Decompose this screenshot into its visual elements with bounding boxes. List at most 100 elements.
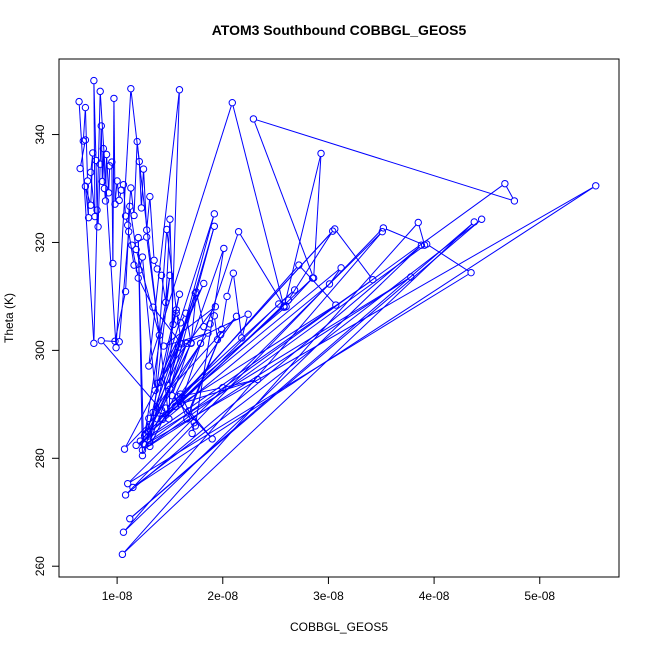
series-segment [227, 276, 233, 294]
data-point [149, 303, 157, 311]
data-point [210, 222, 219, 230]
data-point [119, 528, 128, 536]
series-segment [214, 319, 218, 337]
series-segment [135, 220, 480, 486]
data-point [75, 97, 83, 106]
series-segment [125, 247, 420, 531]
series-segment [300, 267, 334, 303]
data-point [109, 259, 117, 268]
data-point [414, 218, 422, 227]
series-segment [196, 295, 204, 324]
series-segment [83, 111, 86, 138]
data-point [134, 274, 142, 282]
data-point [369, 275, 377, 284]
data-point [175, 86, 184, 94]
series-segment [93, 84, 97, 157]
data-point [79, 137, 88, 145]
series-segment [386, 228, 422, 245]
data-point [204, 329, 212, 337]
data-point [163, 225, 171, 234]
data-point [86, 168, 95, 177]
data-point [159, 342, 168, 350]
series-segment [183, 380, 255, 404]
series-segment [115, 294, 126, 338]
data-point [407, 273, 415, 281]
x-tick-label: 1e-08 [102, 589, 133, 603]
data-point [150, 256, 158, 264]
series-segment [176, 313, 182, 341]
series-segment [161, 217, 214, 380]
series-segment [104, 340, 116, 343]
data-point [151, 386, 159, 395]
series-segment [133, 145, 138, 213]
series-segment [108, 169, 111, 190]
series-segment [179, 399, 187, 416]
series-segment [211, 318, 214, 322]
data-point [164, 381, 172, 390]
series-segment [126, 412, 160, 447]
data-point [378, 227, 387, 236]
data-point [132, 441, 140, 450]
series-segment [181, 315, 246, 347]
data-point [422, 240, 431, 248]
series-segment [154, 346, 186, 410]
data-point [138, 253, 147, 261]
data-point [134, 233, 142, 242]
data-point [228, 99, 236, 107]
x-axis: 1e-08 2e-08 3e-08 4e-08 5e-08 [102, 576, 555, 603]
data-point [102, 150, 111, 159]
data-point [477, 215, 486, 223]
series-segment [132, 223, 472, 517]
data-point [96, 87, 104, 96]
y-axis: 260 280 300 320 340 [33, 124, 60, 576]
data-point [162, 404, 170, 412]
y-tick-label: 260 [33, 556, 47, 576]
data-point [81, 182, 90, 191]
data-point [219, 383, 227, 392]
series-segment [125, 219, 128, 222]
data-point [379, 224, 388, 232]
data-point [90, 339, 98, 348]
data-point [146, 442, 154, 451]
data-point [592, 182, 600, 190]
x-tick-label: 2e-08 [207, 589, 238, 603]
series-segment [164, 267, 297, 418]
series-segment [218, 332, 221, 337]
data-point [106, 162, 114, 170]
data-point [510, 197, 519, 205]
series-segment [159, 306, 334, 418]
series-segment [181, 234, 238, 401]
x-axis-label: COBBGL_GEOS5 [290, 620, 388, 634]
data-point [135, 157, 144, 166]
data-point [187, 339, 195, 347]
data-point [140, 431, 149, 440]
series-segment [143, 172, 148, 227]
data-point [213, 335, 222, 344]
data-point [190, 418, 198, 427]
data-point [166, 215, 174, 223]
data-point [100, 184, 109, 193]
data-point [121, 491, 130, 499]
series-segment [181, 315, 185, 321]
series-segment [429, 245, 469, 272]
series-segment [284, 156, 321, 304]
series-segment [147, 185, 503, 444]
data-point [93, 206, 101, 214]
data-point [97, 122, 105, 130]
series-segment [119, 235, 129, 339]
data-point [169, 320, 177, 329]
data-point [123, 221, 132, 229]
series-segment [127, 247, 420, 494]
series-segment [146, 240, 160, 332]
data-point [115, 196, 123, 205]
series-segment [114, 184, 118, 201]
data-point [118, 550, 127, 559]
data-point [142, 233, 151, 241]
data-point [417, 241, 426, 249]
data-point [188, 429, 196, 438]
series-segment [336, 231, 372, 278]
series-segment [331, 270, 340, 282]
data-point [470, 218, 478, 226]
data-point [191, 422, 200, 430]
data-point [125, 227, 133, 236]
